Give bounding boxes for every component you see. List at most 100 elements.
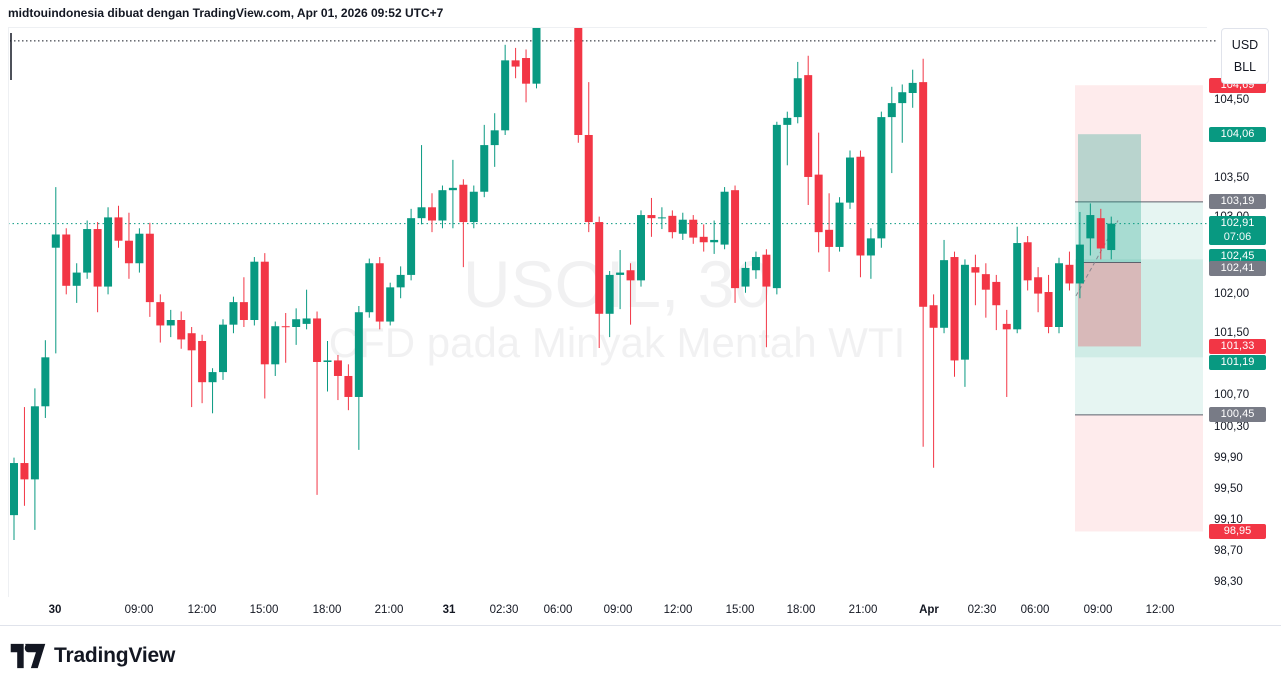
candle-body [417, 207, 426, 219]
time-tick-label: 02:30 [967, 604, 997, 616]
candle-body [250, 261, 259, 321]
candle-body [166, 320, 175, 326]
time-tick-label: 30 [48, 604, 62, 616]
short-position-tool-stop-zone[interactable] [1075, 85, 1203, 202]
watermark-description: CFD pada Minyak Mentah WTI [328, 319, 906, 367]
candle-body [741, 267, 750, 287]
candle-body [375, 263, 384, 322]
candle-body [908, 82, 917, 94]
candle-body [605, 274, 614, 314]
chart-canvas[interactable] [0, 0, 1281, 628]
candle-body [135, 233, 144, 264]
candle-body [1034, 277, 1043, 294]
time-tick-label: 09:00 [1083, 604, 1113, 616]
candle-body [114, 217, 123, 241]
candle-body [93, 229, 102, 287]
candle-body [302, 318, 311, 324]
candle-body [866, 238, 875, 256]
attribution-text: midtouindonesia dibuat dengan TradingVie… [8, 6, 444, 20]
candle-body [1065, 264, 1074, 284]
candle-body [668, 215, 677, 233]
candle-body [438, 190, 447, 221]
candle-body [354, 312, 363, 397]
candle-body [678, 219, 687, 234]
candle-body [187, 333, 196, 351]
badge-countdown: 07:06 [1223, 231, 1252, 244]
time-tick-label: 15:00 [725, 604, 755, 616]
price-tick-label: 101,50 [1214, 327, 1250, 340]
badge-price: 98,95 [1223, 524, 1252, 537]
candle-body [145, 233, 154, 303]
price-tick-label: 98,70 [1214, 544, 1243, 557]
currency-unit-selector[interactable]: USD BLL [1221, 28, 1269, 84]
price-tick-label: 102,00 [1214, 288, 1250, 301]
candle-body [887, 103, 896, 118]
candle-body [344, 375, 353, 397]
candle-body [177, 320, 186, 340]
candle-body [574, 26, 583, 135]
candle-body [239, 302, 248, 321]
candle-body [1002, 323, 1011, 330]
time-tick-label: 21:00 [374, 604, 404, 616]
candle-body [156, 302, 165, 326]
candle-body [292, 319, 301, 328]
badge-price: 104,06 [1220, 127, 1255, 140]
candle-body [313, 318, 322, 362]
price-level-badge: 101,19 [1209, 354, 1266, 370]
price-tick-label: 98,30 [1214, 575, 1243, 588]
currency-button[interactable]: USD [1231, 37, 1259, 52]
candle-body [584, 134, 593, 223]
candle-body [762, 254, 771, 287]
time-tick-label: 31 [442, 604, 456, 616]
candle-body [62, 234, 71, 286]
price-level-badge: 101,33 [1209, 338, 1266, 354]
price-level-badge: 103,19 [1209, 194, 1266, 210]
time-tick-label: 18:00 [786, 604, 816, 616]
candle-body [940, 260, 949, 328]
candle-body [647, 215, 656, 219]
tradingview-logo[interactable]: TradingView [10, 643, 175, 669]
badge-price: 101,19 [1220, 355, 1255, 368]
candle-body [731, 190, 740, 289]
candle-body [532, 26, 541, 84]
candle-body [333, 360, 342, 376]
candle-body [595, 222, 604, 314]
candle-body [365, 263, 374, 313]
unit-button[interactable]: BLL [1233, 60, 1257, 75]
candle-body [710, 239, 719, 243]
price-level-badge: 102,45 [1209, 248, 1266, 264]
price-tick-label: 100,70 [1214, 389, 1250, 402]
candle-body [804, 75, 813, 177]
long-position-tool-outer-profit-zone[interactable] [1075, 259, 1203, 415]
candle-body [1055, 263, 1063, 328]
candle-body [396, 274, 405, 288]
candle-body [229, 302, 238, 325]
candle-body [41, 357, 50, 407]
long-position-tool-outer-stop-zone[interactable] [1075, 414, 1203, 532]
candle-body [511, 60, 520, 67]
candle-body [104, 217, 113, 287]
time-axis[interactable]: 30 09:00 12:00 15:00 18:00 21:00 31 02:30 06:00 0… [0, 598, 1281, 626]
price-tick-label: 100,30 [1214, 420, 1250, 433]
short-position-tool-profit-zone[interactable] [1075, 201, 1203, 358]
candle-body [459, 184, 468, 223]
candle-body [699, 236, 708, 243]
candle-body [1013, 243, 1022, 330]
candle-body [689, 219, 698, 238]
tradingview-logo-icon [10, 643, 46, 669]
current-price-badge: 102,91 07:06 [1209, 216, 1266, 246]
candle-body [30, 406, 39, 480]
long-position-tool-inner-stop-zone[interactable] [1078, 262, 1141, 347]
candle-body [1023, 242, 1032, 281]
candle-body [271, 326, 280, 365]
top-clip [0, 0, 1281, 28]
time-tick-label: 15:00 [249, 604, 279, 616]
candle-body [1086, 215, 1095, 239]
candle-body [835, 202, 844, 247]
candle-body [981, 274, 990, 290]
candle-body [10, 463, 18, 516]
candle-body [219, 324, 227, 373]
price-axis[interactable]: 104,50103,50103,00102,50102,00101,50100,… [1207, 0, 1281, 597]
badge-price: 103,19 [1220, 195, 1255, 208]
candle-body [198, 340, 207, 383]
